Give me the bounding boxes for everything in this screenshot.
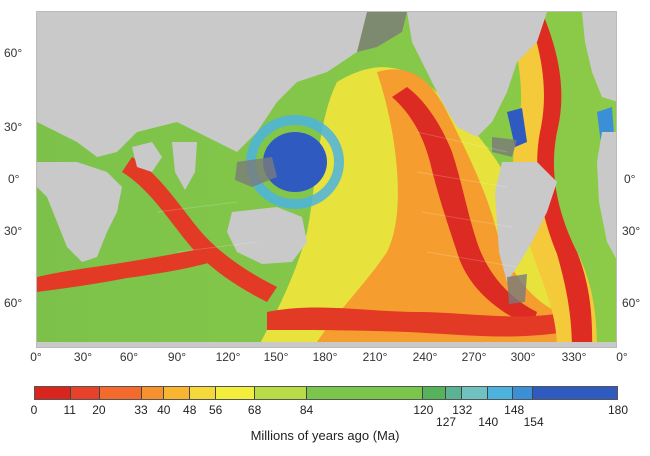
- scale-segment-20-33: [99, 387, 142, 399]
- scale-tick-label: 56: [209, 403, 223, 417]
- lat-label-right-30s: 30°: [622, 224, 641, 238]
- scale-tick-label: 180: [607, 403, 629, 417]
- patagonia-shelf: [507, 274, 527, 304]
- indonesia-shelf: [235, 157, 277, 187]
- scale-tick-label: 20: [92, 403, 106, 417]
- southwest-indian-ridge: [37, 247, 212, 292]
- scale-tick-label: 127: [436, 415, 457, 429]
- arctic-shelf: [357, 12, 407, 52]
- scale-segment-48-56: [190, 387, 217, 399]
- lat-label-right-0: 0°: [624, 172, 636, 186]
- lon-label-0: 0°: [30, 350, 42, 364]
- fracture-line-1: [416, 131, 508, 153]
- lat-label-60s: 60°: [4, 296, 23, 310]
- caribbean-shelf: [492, 137, 517, 157]
- eurasia-continent: [37, 12, 367, 157]
- lon-label-180: 180°: [312, 350, 338, 364]
- north-america-continent: [407, 12, 547, 137]
- scale-tick-label: 120: [413, 403, 434, 417]
- pacific-orange-zone: [317, 69, 557, 342]
- fracture-zones: [156, 131, 518, 268]
- scale-tick-label: 0: [30, 403, 38, 417]
- scale-segment-84-120: [306, 387, 423, 399]
- lon-label-60: 60°: [119, 350, 139, 364]
- fracture-line-2: [416, 171, 508, 188]
- scale-tick-label: 68: [247, 403, 262, 417]
- seafloor-age-map: [36, 11, 617, 348]
- south-america-continent: [495, 162, 557, 282]
- lat-label-30n: 30°: [4, 120, 23, 134]
- lon-label-210: 210°: [362, 350, 388, 364]
- lon-label-270: 270°: [461, 350, 487, 364]
- lon-label-90: 90°: [167, 350, 187, 364]
- scale-segment-148-154: [513, 387, 533, 399]
- scale-title: Millions of years ago (Ma): [250, 428, 400, 443]
- continental-shelves: [235, 12, 527, 304]
- india-continent: [172, 142, 197, 190]
- scale-tick-label: 132: [452, 403, 473, 417]
- scale-segment-68-84: [254, 387, 307, 399]
- lat-label-30s: 30°: [4, 224, 23, 238]
- lon-label-120: 120°: [215, 350, 241, 364]
- scale-segment-0-11: [35, 387, 71, 399]
- scale-segment-120-127: [422, 387, 446, 399]
- continents: [37, 12, 616, 347]
- scale-tick-label: 48: [183, 403, 197, 417]
- lat-label-0: 0°: [8, 172, 20, 186]
- scale-tick-label: 140: [478, 415, 499, 429]
- lat-label-60n: 60°: [4, 46, 23, 60]
- antarctica-continent: [37, 342, 616, 347]
- scale-tick-label: 40: [157, 403, 171, 417]
- scale-segment-154-180: [532, 387, 617, 399]
- mid-atlantic-ridge: [527, 12, 593, 347]
- fracture-line-5: [156, 201, 238, 213]
- lon-label-150: 150°: [263, 350, 289, 364]
- indian-ocean-red-ridge: [122, 157, 277, 302]
- scale-tick-label: 84: [299, 403, 314, 417]
- scale-segment-11-20: [70, 387, 100, 399]
- scale-segment-56-68: [216, 387, 255, 399]
- scale-tick-label: 33: [134, 403, 148, 417]
- africa-west-continent: [597, 132, 616, 259]
- australia-continent: [227, 207, 307, 264]
- fracture-line-4: [426, 251, 518, 268]
- lon-label-30: 30°: [73, 350, 93, 364]
- lon-label-330: 330°: [561, 350, 587, 364]
- scale-tick-label: 11: [63, 403, 76, 417]
- lon-label-300: 300°: [510, 350, 536, 364]
- lon-label-240: 240°: [412, 350, 438, 364]
- atlantic-old-west: [507, 108, 527, 147]
- fracture-line-6: [176, 241, 258, 253]
- scale-segment-140-148: [487, 387, 514, 399]
- arabia-india-continent: [132, 142, 162, 172]
- scale-segment-127-132: [445, 387, 462, 399]
- scale-segment-33-40: [141, 387, 165, 399]
- western-pacific-old-crust: [263, 132, 327, 192]
- pacific-antarctic-ridge: [267, 307, 577, 337]
- lat-label-right-60s: 60°: [622, 296, 641, 310]
- africa-continent: [37, 162, 122, 262]
- scale-tick-label: 148: [504, 403, 525, 417]
- age-color-scale: [34, 386, 618, 400]
- europe-continent: [582, 12, 616, 102]
- scale-segment-40-48: [164, 387, 191, 399]
- scale-tick-label: 154: [523, 415, 544, 429]
- lon-label-360: 0°: [616, 350, 628, 364]
- east-pacific-rise: [392, 87, 537, 327]
- scale-segment-132-140: [461, 387, 488, 399]
- fracture-line-3: [421, 211, 513, 228]
